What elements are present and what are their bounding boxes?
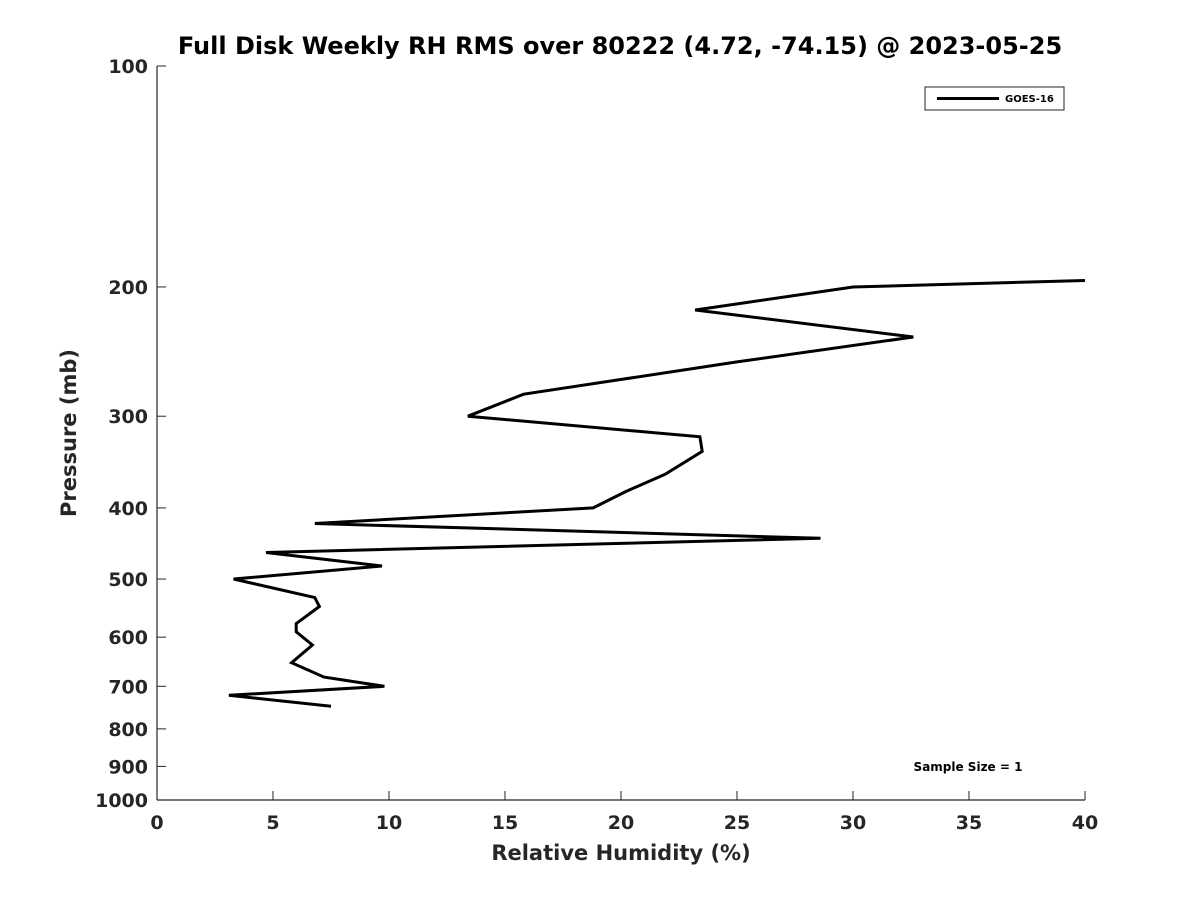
series-group <box>228 279 1086 708</box>
y-tick-label: 200 <box>108 277 148 299</box>
y-axis-ticks: 100 200 300 400 500 600 700 800 900 1000 <box>95 56 166 812</box>
x-tick-label: 0 <box>150 812 163 834</box>
sample-size-annotation: Sample Size = 1 <box>914 760 1023 774</box>
y-tick-label: 1000 <box>95 790 148 812</box>
x-axis-label: Relative Humidity (%) <box>491 841 750 865</box>
plot-area <box>156 66 1085 801</box>
y-axis-label: Pressure (mb) <box>57 349 81 517</box>
x-tick-label: 40 <box>1072 812 1098 834</box>
legend-label-goes-16: GOES-16 <box>1005 94 1054 105</box>
x-tick-label: 30 <box>840 812 866 834</box>
y-tick-label: 400 <box>108 498 148 520</box>
x-tick-label: 20 <box>608 812 634 834</box>
y-tick-label: 300 <box>108 406 148 428</box>
x-axis-ticks: 0 5 10 15 20 25 30 35 40 <box>150 791 1098 834</box>
y-tick-label: 900 <box>108 756 148 778</box>
x-tick-label: 5 <box>266 812 279 834</box>
series-line-goes-16 <box>228 279 1086 708</box>
x-tick-label: 15 <box>492 812 518 834</box>
x-tick-label: 35 <box>956 812 982 834</box>
y-tick-label: 800 <box>108 719 148 741</box>
x-tick-label: 25 <box>724 812 750 834</box>
y-tick-label: 600 <box>108 627 148 649</box>
legend: GOES-16 <box>924 86 1065 111</box>
y-tick-label: 500 <box>108 569 148 591</box>
y-tick-label: 100 <box>108 56 148 78</box>
x-tick-label: 10 <box>376 812 402 834</box>
chart-title: Full Disk Weekly RH RMS over 80222 (4.72… <box>178 32 1062 60</box>
y-tick-label: 700 <box>108 676 148 698</box>
